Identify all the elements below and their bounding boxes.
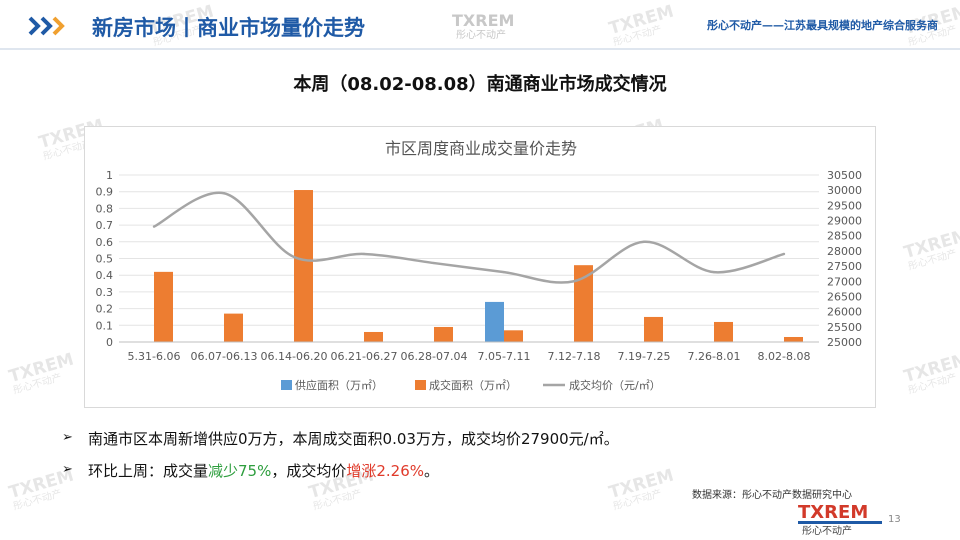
price-point <box>292 255 296 259</box>
chevron-icon <box>28 16 72 40</box>
price-point <box>222 192 226 195</box>
bar-deal <box>574 265 593 342</box>
y2-tick-label: 25000 <box>827 336 862 349</box>
bar-deal <box>644 316 663 342</box>
bullet-text: 环比上周：成交量减少75%，成交均价增涨2.26%。 <box>88 460 439 481</box>
volume-change: 减少75% <box>208 462 272 480</box>
x-tick-label: 06.21-06.27 <box>331 350 398 363</box>
x-tick-label: 7.26-8.01 <box>688 350 741 363</box>
x-tick-label: 06.07-06.13 <box>191 350 258 363</box>
legend-label: 成交面积（万㎡） <box>429 378 517 392</box>
bar-deal <box>434 326 453 342</box>
legend-swatch <box>415 380 426 390</box>
page-number: 13 <box>888 514 901 525</box>
header: 新房市场丨商业市场量价走势 TXREM 彤心不动产 彤心不动产——江苏最具规模的… <box>0 0 960 54</box>
chart-panel: 市区周度商业成交量价走势 0 0.1 0.2 0.3 0.4 0.5 0.6 0.7 0.8 0.9… <box>84 126 876 408</box>
y-tick-label: 0.3 <box>96 286 114 299</box>
section-subtitle: 本周（08.02-08.08）南通商业市场成交情况 <box>293 74 667 95</box>
y-tick-label: 1 <box>106 169 113 182</box>
y-tick-label: 0 <box>106 336 113 349</box>
y2-tick-label: 30500 <box>827 169 862 182</box>
y-tick-label: 0.5 <box>96 253 114 266</box>
bar-deal <box>224 313 243 342</box>
price-point <box>572 280 576 283</box>
legend-label: 供应面积（万㎡） <box>295 378 383 392</box>
y-tick-label: 0.6 <box>96 236 114 249</box>
svg-text:彤心不动产: 彤心不动产 <box>802 524 852 536</box>
x-tick-label: 8.02-8.08 <box>758 350 811 363</box>
price-line <box>153 191 785 284</box>
bar-supply <box>485 301 504 342</box>
svg-text:TXREM: TXREM <box>452 11 514 30</box>
bar-deal <box>294 190 313 342</box>
legend-label: 成交均价（元/㎡） <box>569 378 661 392</box>
bar-deal <box>714 321 733 342</box>
svg-text:彤心不动产: 彤心不动产 <box>456 28 506 40</box>
price-point <box>712 270 716 274</box>
y-tick-label: 0.7 <box>96 219 114 232</box>
y-tick-label: 0.4 <box>96 269 114 282</box>
x-tick-label: 7.19-7.25 <box>618 350 671 363</box>
bar-deal <box>784 336 803 342</box>
x-tick-label: 7.05-7.11 <box>478 350 531 363</box>
y2-tick-label: 27500 <box>827 260 862 273</box>
x-tick-label: 06.28-07.04 <box>401 350 468 363</box>
footer-logo: TXREM 彤心不动产 <box>796 500 886 540</box>
chart-title: 市区周度商业成交量价走势 <box>385 139 577 158</box>
y-tick-label: 0.2 <box>96 303 114 316</box>
price-change: 增涨2.26% <box>346 462 425 480</box>
price-point <box>362 252 366 256</box>
x-tick-label: 5.31-6.06 <box>128 350 181 363</box>
price-point <box>152 225 156 228</box>
x-tick-label: 7.12-7.18 <box>548 350 601 363</box>
y2-tick-label: 25500 <box>827 321 862 334</box>
bullet-suffix: 。 <box>424 462 440 480</box>
price-volume-chart: 市区周度商业成交量价走势 0 0.1 0.2 0.3 0.4 0.5 0.6 0.7 0.8 0.9… <box>96 139 863 392</box>
y-tick-label: 0.1 <box>96 319 114 332</box>
bullet-middle: ，成交均价 <box>271 462 347 480</box>
y2-tick-label: 26000 <box>827 306 862 319</box>
price-point <box>642 240 646 243</box>
company-slogan: 彤心不动产——江苏最具规模的地产综合服务商 <box>707 19 938 32</box>
bar-deal <box>364 331 383 342</box>
y2-tick-label: 28500 <box>827 230 862 243</box>
bullet-text: 南通市区本周新增供应0万方，本周成交面积0.03万方，成交均价27900元/㎡。 <box>88 430 619 448</box>
legend-swatch <box>281 380 292 390</box>
y2-tick-label: 27000 <box>827 275 862 288</box>
y2-tick-label: 29000 <box>827 215 862 228</box>
bar-deal <box>154 271 173 342</box>
bullet-prefix: 环比上周：成交量 <box>88 462 209 480</box>
x-tick-label: 06.14-06.20 <box>261 350 328 363</box>
header-divider <box>0 48 960 50</box>
brand-logo: TXREM 彤心不动产 <box>450 10 524 44</box>
y2-tick-label: 28000 <box>827 245 862 258</box>
y2-tick-label: 30000 <box>827 184 862 197</box>
bar-deal <box>504 330 523 342</box>
price-point <box>782 252 786 256</box>
y-tick-label: 0.8 <box>96 202 114 215</box>
svg-text:TXREM: TXREM <box>798 502 868 523</box>
data-source: 数据来源：彤心不动产数据研究中心 <box>692 490 852 501</box>
y2-tick-label: 26500 <box>827 290 862 303</box>
page-title: 新房市场丨商业市场量价走势 <box>92 16 365 40</box>
y2-tick-label: 29500 <box>827 199 862 212</box>
y-tick-label: 0.9 <box>96 186 114 199</box>
arrow-bullet-icon: ➢ <box>62 430 73 445</box>
price-point <box>502 270 506 274</box>
price-point <box>432 261 436 265</box>
arrow-bullet-icon: ➢ <box>62 462 73 477</box>
